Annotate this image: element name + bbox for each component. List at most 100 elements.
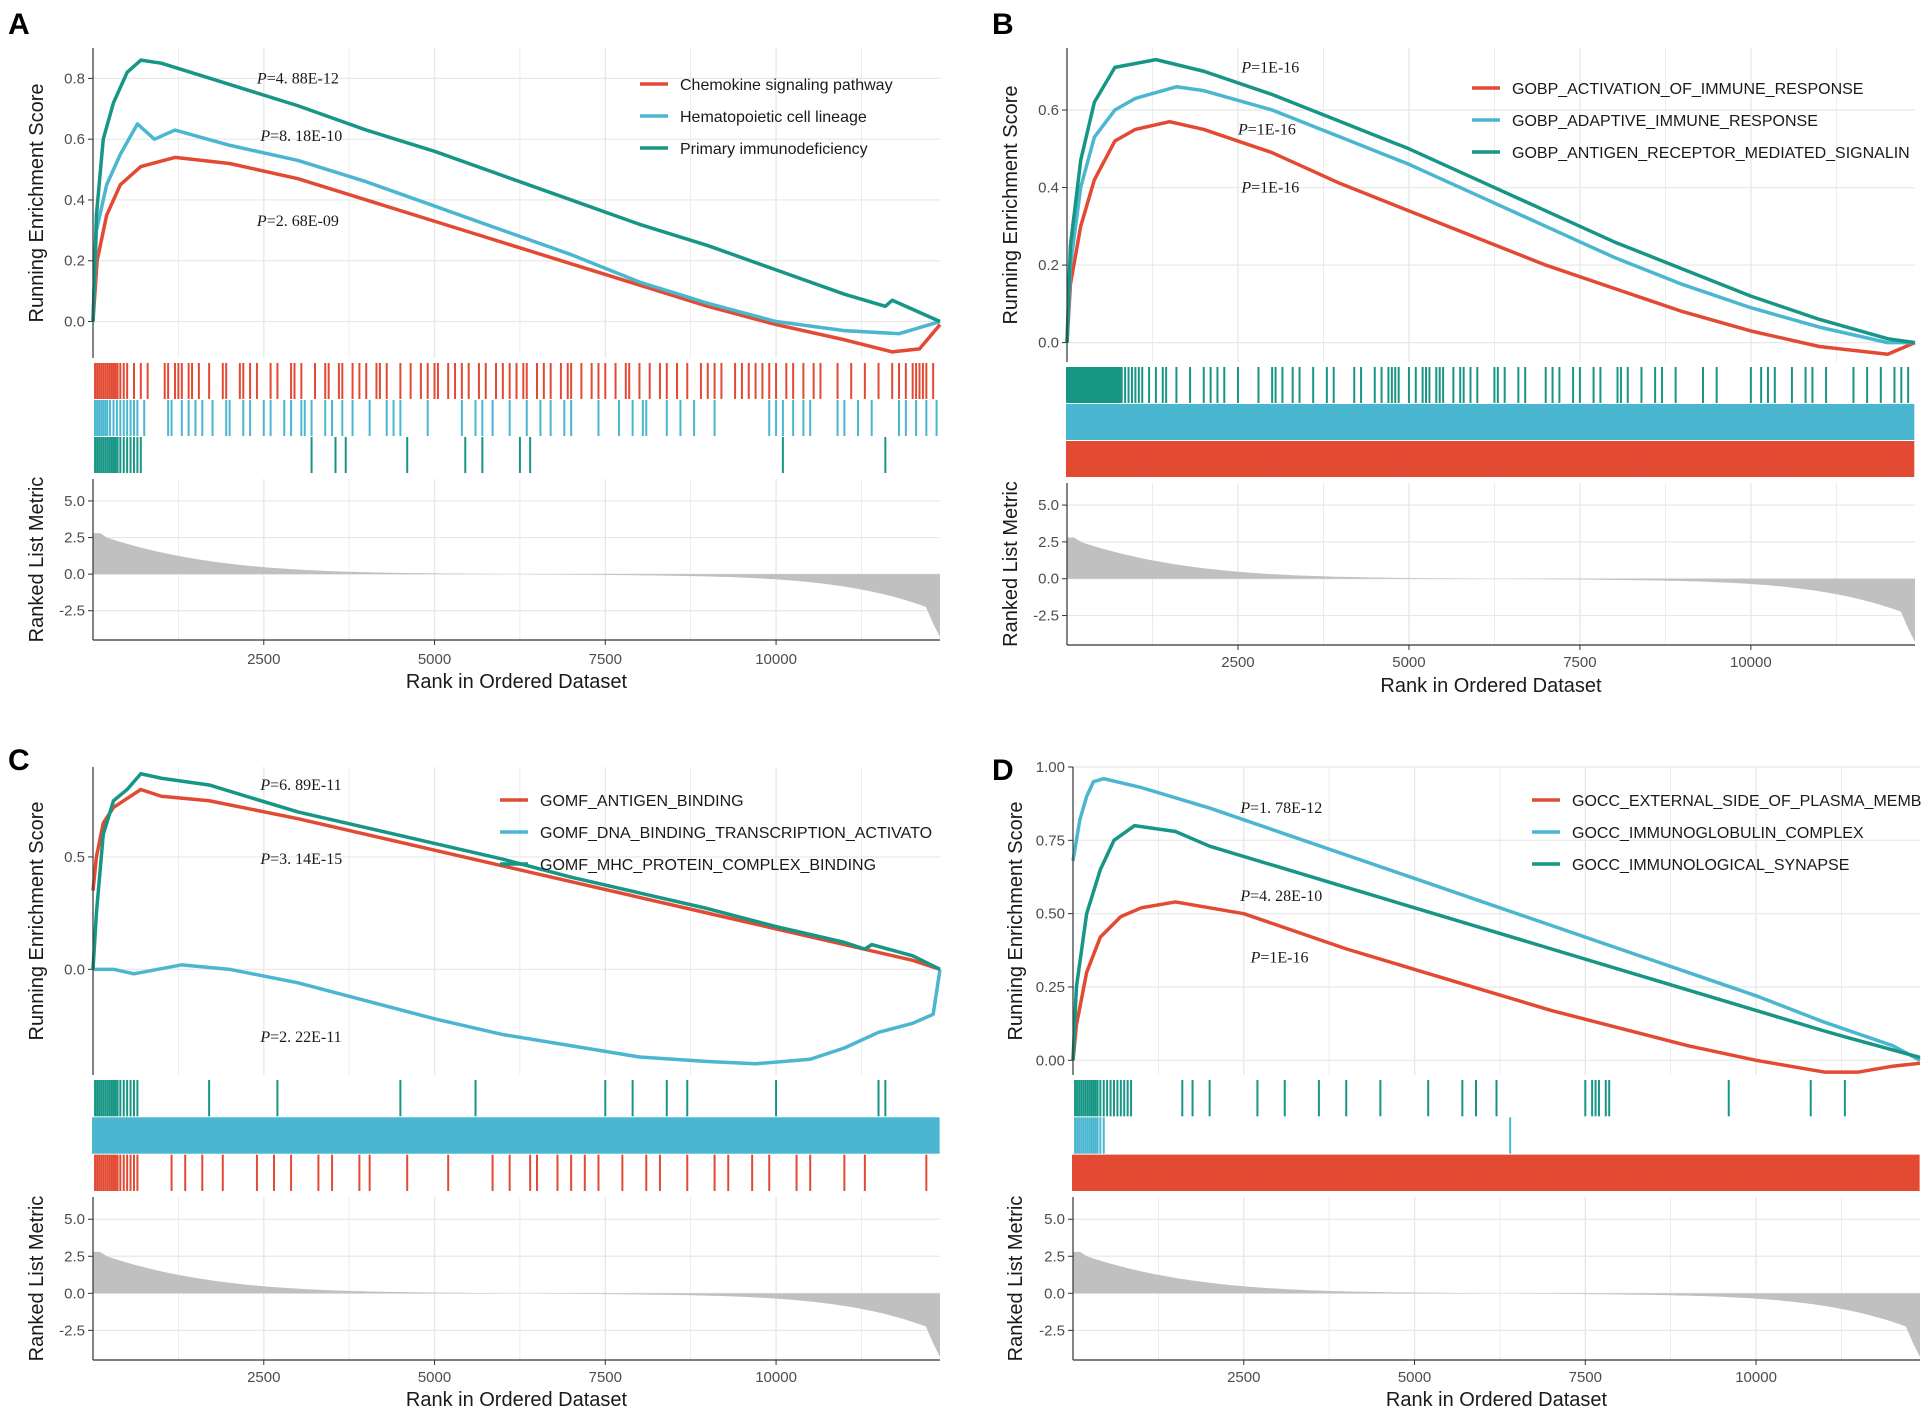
p-value-text: =1E-16 bbox=[1248, 121, 1296, 138]
es-series-line bbox=[1071, 823, 1921, 1061]
metric-axis-title: Ranked List Metric bbox=[1005, 1196, 1027, 1362]
x-axis-title: Rank in Ordered Dataset bbox=[1380, 675, 1602, 697]
ranked-metric-area bbox=[93, 533, 940, 638]
metric-axis-title: Ranked List Metric bbox=[26, 1196, 48, 1362]
y-tick-label: 0.0 bbox=[1038, 335, 1059, 352]
p-value-text: =8. 18E-10 bbox=[270, 128, 342, 145]
x-tick-label: 10000 bbox=[1735, 1369, 1777, 1386]
metric-tick-label: 0.0 bbox=[64, 1285, 85, 1302]
y-axis-title: Running Enrichment Score bbox=[26, 83, 48, 322]
metric-tick-label: -2.5 bbox=[1033, 608, 1059, 625]
legend-label: GOMF_MHC_PROTEIN_COMPLEX_BINDING bbox=[540, 857, 876, 874]
hit-row bbox=[94, 1080, 887, 1117]
metric-tick-label: 2.5 bbox=[1038, 534, 1059, 551]
es-series-line bbox=[1065, 85, 1915, 345]
legend-label: GOCC_IMMUNOLOGICAL_SYNAPSE bbox=[1572, 857, 1849, 874]
metric-tick-label: 0.0 bbox=[64, 566, 85, 583]
x-tick-label: 7500 bbox=[1569, 1369, 1602, 1386]
p-value-text: =1. 78E-12 bbox=[1250, 800, 1322, 817]
y-tick-label: 0.6 bbox=[1038, 102, 1059, 119]
hit-row bbox=[1066, 404, 1915, 440]
y-axis-title: Running Enrichment Score bbox=[1005, 801, 1027, 1040]
metric-axis-title: Ranked List Metric bbox=[1000, 481, 1022, 647]
x-axis-title: Rank in Ordered Dataset bbox=[406, 1389, 628, 1411]
p-symbol: P bbox=[259, 128, 270, 145]
y-tick-label: 0.4 bbox=[1038, 180, 1059, 197]
x-tick-label: 2500 bbox=[247, 651, 280, 668]
p-value-label: P=1E-16 bbox=[1237, 121, 1296, 138]
legend-label: GOMF_ANTIGEN_BINDING bbox=[540, 793, 744, 810]
p-value-label: P=1E-16 bbox=[1240, 59, 1299, 76]
legend-label: Primary immunodeficiency bbox=[680, 141, 868, 158]
p-value-label: P=1E-16 bbox=[1240, 180, 1299, 197]
x-tick-label: 2500 bbox=[1227, 1369, 1260, 1386]
metric-tick-label: 0.0 bbox=[1038, 571, 1059, 588]
metric-tick-label: -2.5 bbox=[1039, 1322, 1065, 1339]
p-symbol: P bbox=[259, 851, 270, 868]
y-tick-label: 0.4 bbox=[64, 192, 85, 209]
es-series-line bbox=[91, 58, 941, 324]
hit-row bbox=[1066, 367, 1910, 403]
p-value-label: P=8. 18E-10 bbox=[259, 128, 342, 145]
y-tick-label: 0.0 bbox=[64, 961, 85, 978]
panel-b: B 0.0 0.2 0.4 0.6 5.0 2.5 0.0 -2.5 2500 5000 7500 10… bbox=[992, 8, 1916, 697]
p-value-text: =1E-16 bbox=[1260, 950, 1308, 967]
p-value-label: P=3. 14E-15 bbox=[259, 851, 342, 868]
x-tick-label: 5000 bbox=[1398, 1369, 1431, 1386]
x-tick-label: 5000 bbox=[418, 651, 451, 668]
p-value-text: =4. 88E-12 bbox=[267, 70, 339, 87]
p-symbol: P bbox=[1239, 888, 1250, 905]
metric-tick-label: 5.0 bbox=[64, 493, 85, 510]
y-tick-label: 0.75 bbox=[1036, 832, 1065, 849]
es-series-line bbox=[91, 771, 941, 971]
y-tick-label: 0.25 bbox=[1036, 979, 1065, 996]
p-symbol: P bbox=[1239, 800, 1250, 817]
hit-row bbox=[94, 363, 935, 399]
p-value-text: =6. 89E-11 bbox=[270, 777, 342, 794]
ranked-metric-area bbox=[1067, 537, 1915, 643]
hit-row bbox=[92, 1117, 940, 1154]
es-series-line bbox=[1071, 776, 1921, 1062]
p-symbol: P bbox=[1250, 950, 1261, 967]
ranked-metric-area bbox=[1073, 1251, 1920, 1358]
x-tick-label: 10000 bbox=[755, 651, 797, 668]
metric-tick-label: -2.5 bbox=[59, 1322, 85, 1339]
y-axis-title: Running Enrichment Score bbox=[1000, 85, 1022, 324]
panel-a: A 0.0 0.2 0.4 0.6 0.8 5.0 2.5 0.0 -2.5 2500 5000 750… bbox=[8, 8, 942, 693]
p-value-label: P=2. 68E-09 bbox=[256, 213, 339, 230]
hit-row bbox=[1072, 1154, 1920, 1191]
legend-label: GOMF_DNA_BINDING_TRANSCRIPTION_ACTIVATO bbox=[540, 825, 932, 842]
y-tick-label: 0.2 bbox=[64, 253, 85, 270]
metric-tick-label: 0.0 bbox=[1044, 1285, 1065, 1302]
p-symbol: P bbox=[256, 213, 267, 230]
hit-row bbox=[94, 437, 887, 473]
y-tick-label: 1.00 bbox=[1036, 759, 1065, 776]
x-tick-label: 10000 bbox=[1730, 654, 1772, 671]
legend-label: GOCC_EXTERNAL_SIDE_OF_PLASMA_MEMB bbox=[1572, 793, 1921, 810]
y-tick-label: 0.00 bbox=[1036, 1052, 1065, 1069]
x-tick-label: 7500 bbox=[1563, 654, 1596, 671]
legend-label: GOBP_ACTIVATION_OF_IMMUNE_RESPONSE bbox=[1512, 81, 1863, 98]
p-value-label: P=4. 88E-12 bbox=[256, 70, 339, 87]
hit-row bbox=[94, 1154, 928, 1191]
p-value-text: =1E-16 bbox=[1251, 180, 1299, 197]
es-series-line bbox=[91, 155, 942, 354]
legend-label: GOBP_ANTIGEN_RECEPTOR_MEDIATED_SIGNALIN bbox=[1512, 145, 1910, 162]
x-tick-label: 5000 bbox=[1392, 654, 1425, 671]
y-tick-label: 0.5 bbox=[64, 849, 85, 866]
hit-row bbox=[1074, 1080, 1846, 1117]
y-tick-label: 0.2 bbox=[1038, 257, 1059, 274]
p-value-label: P=1. 78E-12 bbox=[1239, 800, 1322, 817]
legend-label: GOCC_IMMUNOGLOBULIN_COMPLEX bbox=[1572, 825, 1864, 842]
hit-row bbox=[1066, 441, 1915, 477]
p-symbol: P bbox=[1240, 59, 1251, 76]
p-symbol: P bbox=[259, 777, 270, 794]
es-series-line bbox=[91, 787, 941, 971]
x-tick-label: 5000 bbox=[418, 1369, 451, 1386]
p-symbol: P bbox=[1240, 180, 1251, 197]
hit-row bbox=[1074, 1117, 1512, 1154]
p-value-label: P=1E-16 bbox=[1250, 950, 1309, 967]
hit-row bbox=[94, 400, 938, 436]
y-tick-label: 0.8 bbox=[64, 70, 85, 87]
